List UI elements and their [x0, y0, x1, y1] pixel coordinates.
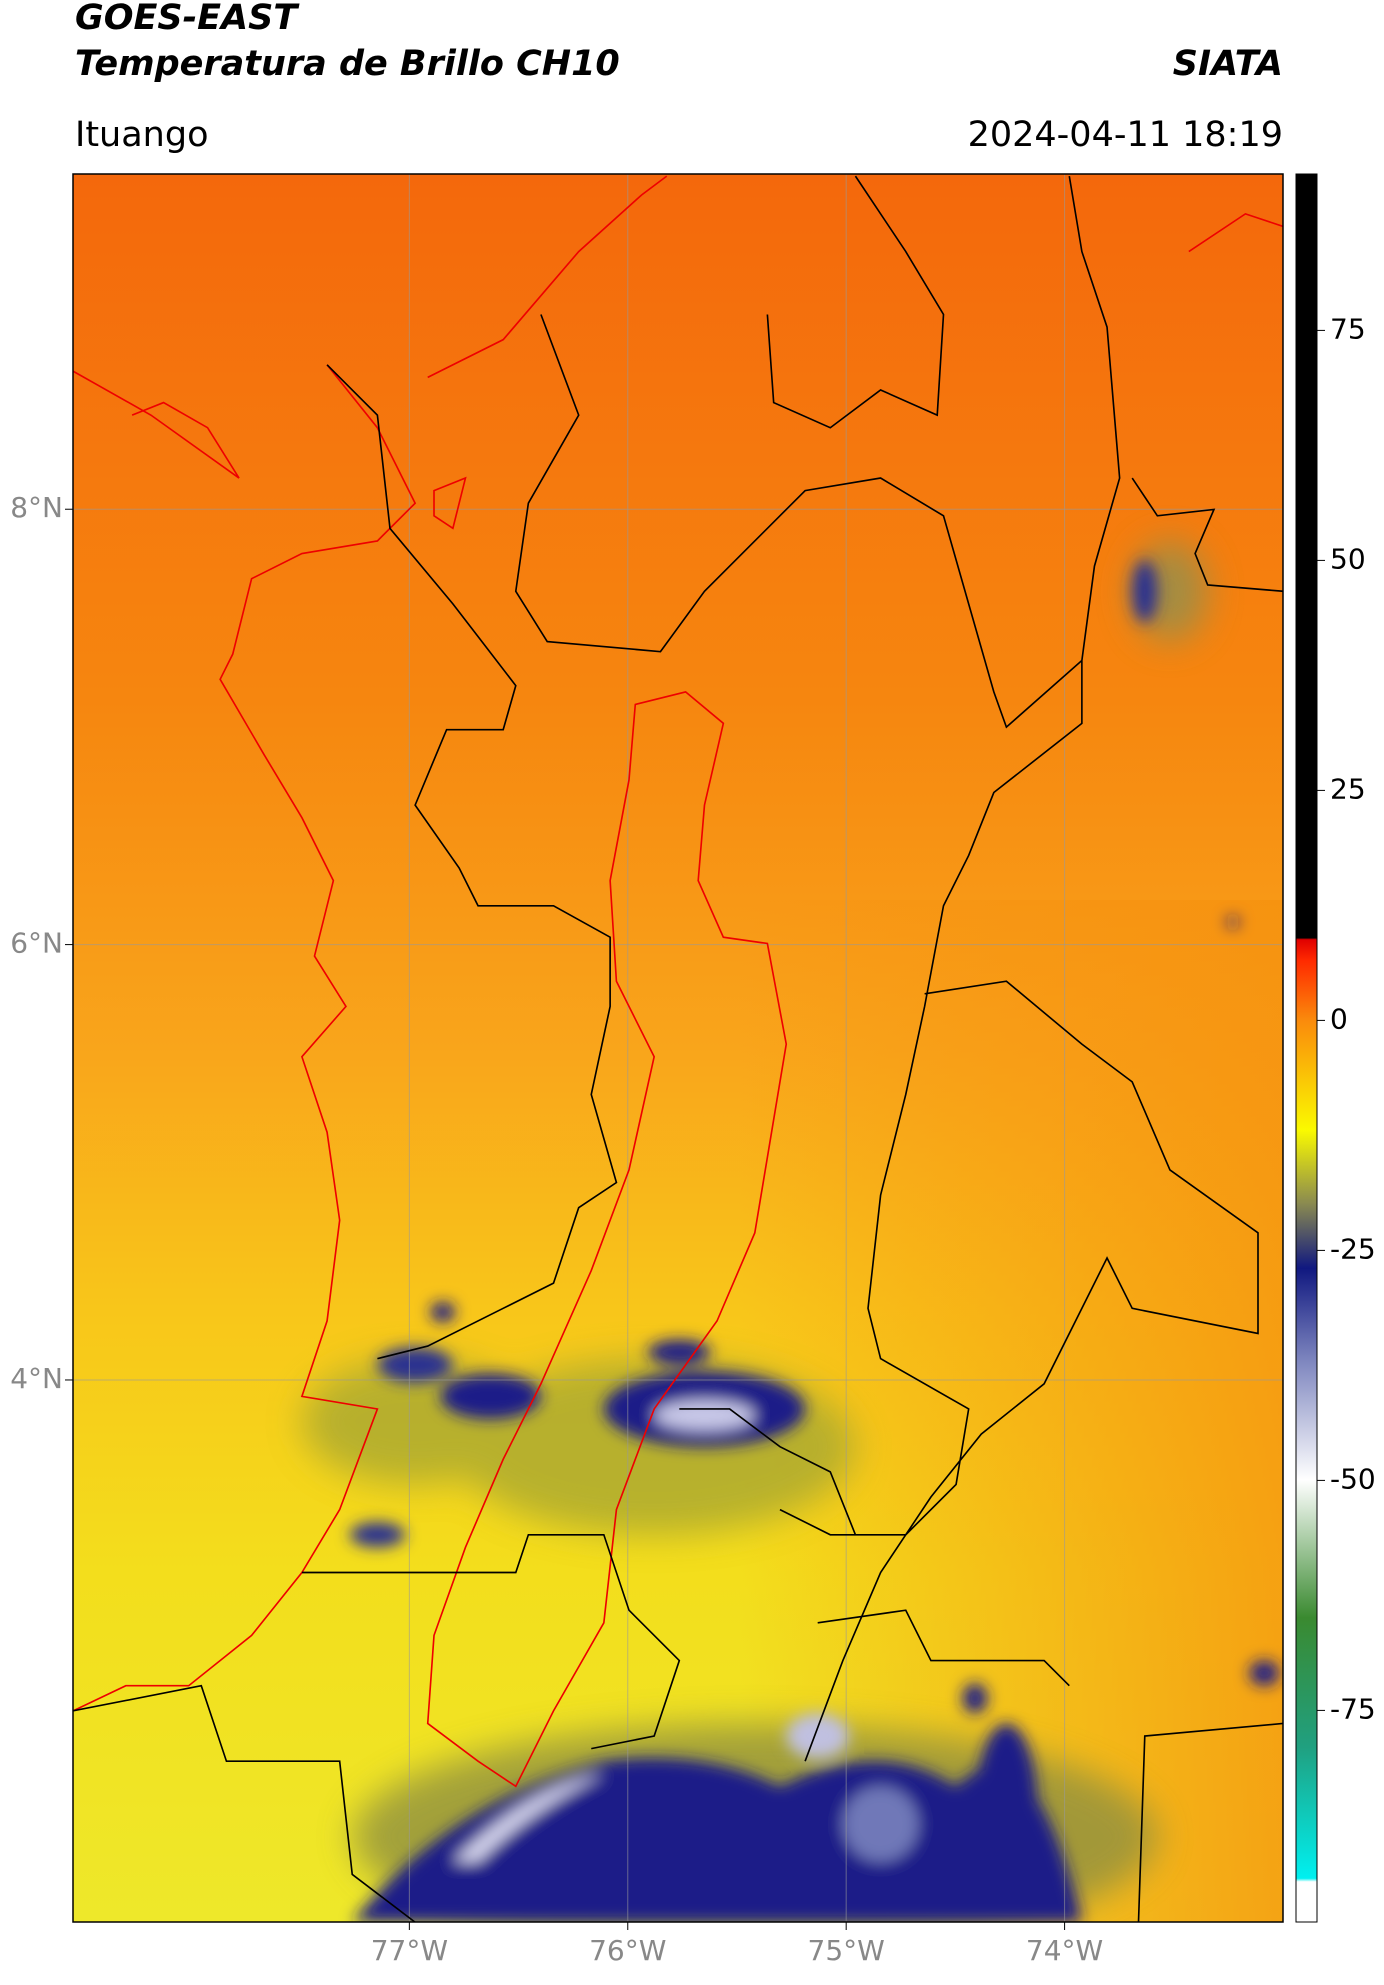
x-tick-label: 75°W	[808, 1934, 885, 1967]
colorbar-tick-label: -75	[1330, 1692, 1376, 1725]
colorbar-tick-label: -50	[1330, 1462, 1376, 1495]
colorbar-tick-label: 75	[1330, 312, 1366, 345]
datetime: 2024-04-11 18:19	[968, 115, 1283, 155]
y-tick-label: 6°N	[10, 927, 63, 960]
x-tick-label: 77°W	[371, 1934, 448, 1967]
subtitle: Temperatura de Brillo CH10	[75, 44, 620, 84]
colorbar-tick-label: -25	[1330, 1232, 1376, 1265]
boundaries	[73, 175, 1283, 1922]
x-tick-label: 76°W	[589, 1934, 666, 1967]
cloud-field	[301, 540, 1280, 1922]
colorbar-tick-label: 50	[1330, 542, 1366, 575]
y-tick-label: 4°N	[10, 1362, 63, 1395]
x-tick-label: 74°W	[1026, 1934, 1103, 1967]
colorbar-tick-label: 0	[1330, 1002, 1348, 1035]
map	[73, 174, 1283, 1922]
source: SIATA	[1173, 44, 1283, 84]
grid	[73, 174, 1283, 1922]
colorbar-tick-label: 25	[1330, 772, 1366, 805]
location: Ituango	[75, 115, 209, 155]
title: GOES-EAST	[75, 0, 300, 38]
y-tick-label: 8°N	[10, 491, 63, 524]
map-frame	[72, 173, 1284, 1923]
colorbar	[1295, 173, 1318, 1923]
